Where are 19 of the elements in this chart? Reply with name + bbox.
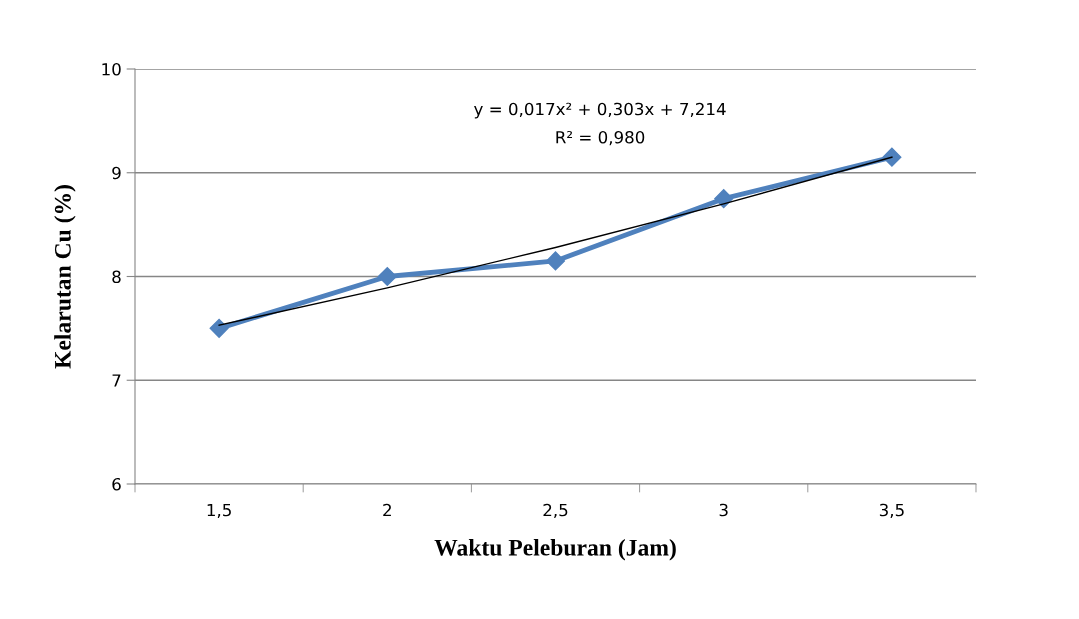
- x-axis-title: Waktu Peleburan (Jam): [434, 539, 676, 561]
- x-tick-label: 1,5: [207, 503, 231, 519]
- x-tick-label: 2: [383, 503, 391, 517]
- y-tick-label: 6: [112, 477, 121, 491]
- point: [545, 251, 566, 271]
- point: [209, 318, 229, 338]
- y-tick-label: 8: [112, 270, 121, 284]
- x-tick-label: 3: [719, 503, 728, 517]
- annotation: R² = 0,980: [556, 130, 645, 146]
- x-tick-label: 3,5: [879, 503, 904, 519]
- point: [377, 266, 397, 287]
- point: [882, 147, 902, 167]
- x-tick-label: 2,5: [543, 503, 568, 519]
- annotation: y = 0,017x² + 0,303x + 7,214: [474, 102, 726, 119]
- point: [714, 189, 734, 209]
- y-axis-title: Kelarutan Cu (%): [54, 185, 76, 369]
- y-tick-label: 10: [102, 62, 121, 76]
- y-tick-label: 7: [112, 374, 121, 387]
- y-tick-label: 9: [112, 166, 121, 180]
